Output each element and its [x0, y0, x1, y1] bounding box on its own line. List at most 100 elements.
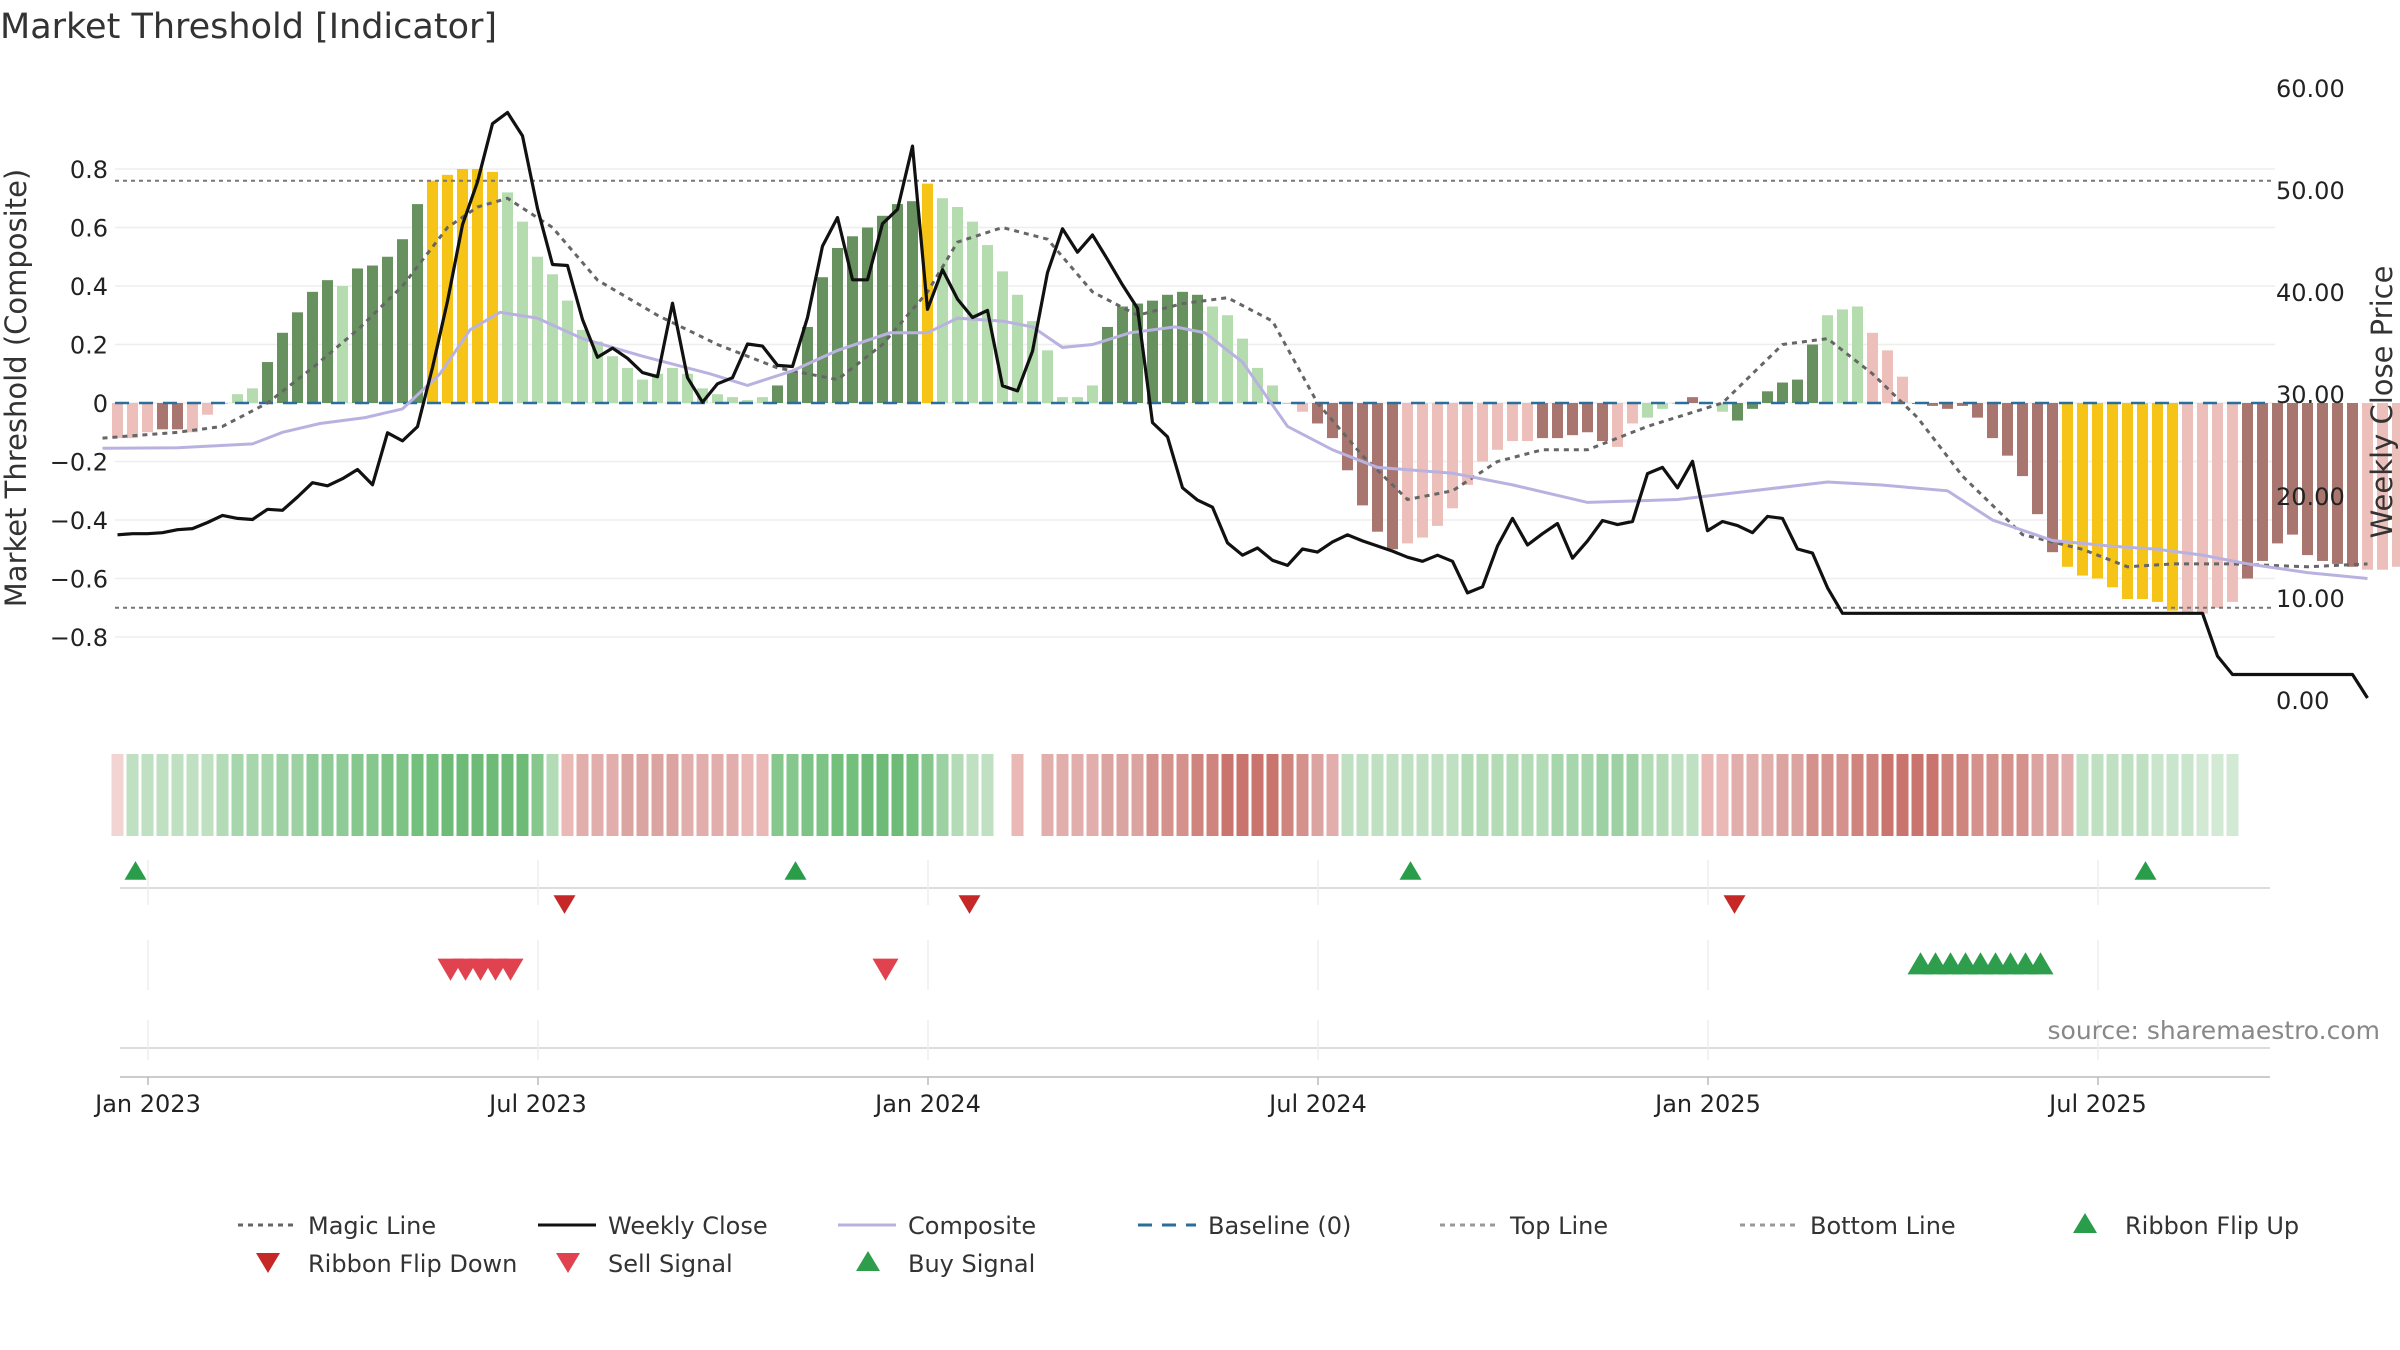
composite-bar — [2197, 403, 2208, 614]
ribbon-segment — [321, 754, 334, 836]
ribbon-flip-up-marker — [784, 861, 807, 880]
ribbon-segment — [126, 754, 139, 836]
composite-bar — [1387, 403, 1398, 550]
composite-bar — [1642, 403, 1653, 418]
ribbon-segment — [1131, 754, 1144, 836]
ribbon-segment — [681, 754, 694, 836]
composite-bar — [322, 280, 333, 403]
ribbon-segment — [846, 754, 859, 836]
ribbon-flip-down-marker — [1723, 895, 1746, 914]
legend-item: Buy Signal — [856, 1250, 1035, 1278]
composite-bar — [1837, 309, 1848, 403]
ribbon-segment — [1776, 754, 1789, 836]
y2-tick-label: 10.00 — [2276, 585, 2345, 613]
ribbon-segment — [1881, 754, 1894, 836]
ribbon-flip-down-marker — [958, 895, 981, 914]
ribbon-segment — [786, 754, 799, 836]
composite-bar — [457, 169, 468, 403]
composite-bar — [787, 370, 798, 403]
legend-swatch — [856, 1251, 880, 1271]
y2-tick-label: 40.00 — [2276, 279, 2345, 307]
ribbon-segment — [1611, 754, 1624, 836]
composite-bar — [112, 403, 123, 439]
legend-label: Composite — [908, 1212, 1036, 1240]
composite-bar — [1957, 403, 1968, 406]
ribbon-segment — [936, 754, 949, 836]
composite-bar — [1192, 294, 1203, 403]
composite-bar — [1027, 321, 1038, 403]
composite-bar — [2212, 403, 2223, 608]
ribbon-segment — [1446, 754, 1459, 836]
composite-bar — [1717, 403, 1728, 412]
composite-bar — [1612, 403, 1623, 447]
ribbon-segment — [2091, 754, 2104, 836]
composite-bar — [607, 356, 618, 403]
composite-bar — [472, 169, 483, 403]
legend-label: Ribbon Flip Up — [2125, 1212, 2299, 1240]
composite-bar — [517, 221, 528, 403]
ribbon-segment — [906, 754, 919, 836]
ribbon-segment — [1371, 754, 1384, 836]
ribbon-segment — [201, 754, 214, 836]
ribbon-segment — [1161, 754, 1174, 836]
composite-bar — [2182, 403, 2193, 614]
composite-bar — [2392, 403, 2400, 567]
legend: Magic Line Weekly Close Composite Baseline … — [238, 1212, 2299, 1278]
ribbon-segment — [1341, 754, 1354, 836]
composite-bar — [232, 394, 243, 403]
composite-bar — [1447, 403, 1458, 509]
ribbon-segment — [1431, 754, 1444, 836]
composite-bar — [1597, 403, 1608, 442]
composite-bar — [2092, 403, 2103, 579]
composite-bar — [1087, 385, 1098, 403]
composite-bar — [412, 204, 423, 403]
ribbon-segment — [1581, 754, 1594, 836]
legend-swatch — [256, 1253, 280, 1273]
composite-bar — [1747, 403, 1758, 409]
ribbon-segment — [1836, 754, 1849, 836]
ribbon-segment — [1221, 754, 1234, 836]
ribbon-segment — [1056, 754, 1069, 836]
composite-bar — [1132, 303, 1143, 403]
y-tick-label: 0.6 — [70, 215, 108, 243]
weekly-close-line — [117, 110, 2369, 699]
composite-bar — [427, 180, 438, 403]
y2-tick-label: 30.00 — [2276, 381, 2345, 409]
composite-bar — [2227, 403, 2238, 602]
composite-bar — [1162, 294, 1173, 403]
series-lines — [102, 110, 2369, 699]
composite-bar — [1972, 403, 1983, 418]
composite-bar — [292, 312, 303, 403]
legend-item: Sell Signal — [556, 1250, 733, 1278]
composite-bar — [532, 256, 543, 403]
legend-swatch — [2073, 1213, 2097, 1233]
magic-line — [102, 196, 2368, 569]
ribbon-segment — [1641, 754, 1654, 836]
legend-item: Baseline (0) — [1138, 1212, 1351, 1240]
ribbon-segment — [1101, 754, 1114, 836]
composite-bar — [1222, 315, 1233, 403]
legend-label: Bottom Line — [1810, 1212, 1956, 1240]
composite-bar — [1462, 403, 1473, 485]
composite-bar — [1807, 344, 1818, 403]
ribbon-segment — [141, 754, 154, 836]
ribbon-segment — [1071, 754, 1084, 836]
composite-bar — [2377, 403, 2388, 570]
composite-bar — [757, 397, 768, 403]
composite-bar — [1042, 350, 1053, 403]
ribbon-segment — [1401, 754, 1414, 836]
composite-bar — [1177, 291, 1188, 403]
ribbon-segment — [561, 754, 574, 836]
composite-bar — [862, 227, 873, 403]
composite-bar — [892, 204, 903, 403]
composite-bar — [1627, 403, 1638, 424]
legend-label: Ribbon Flip Down — [308, 1250, 517, 1278]
composite-bar — [622, 367, 633, 403]
composite-bar — [967, 221, 978, 403]
ribbon-segment — [726, 754, 739, 836]
composite-bar — [367, 265, 378, 403]
ribbon-segment — [1971, 754, 1984, 836]
composite-bar — [2032, 403, 2043, 515]
ribbon-segment — [276, 754, 289, 836]
